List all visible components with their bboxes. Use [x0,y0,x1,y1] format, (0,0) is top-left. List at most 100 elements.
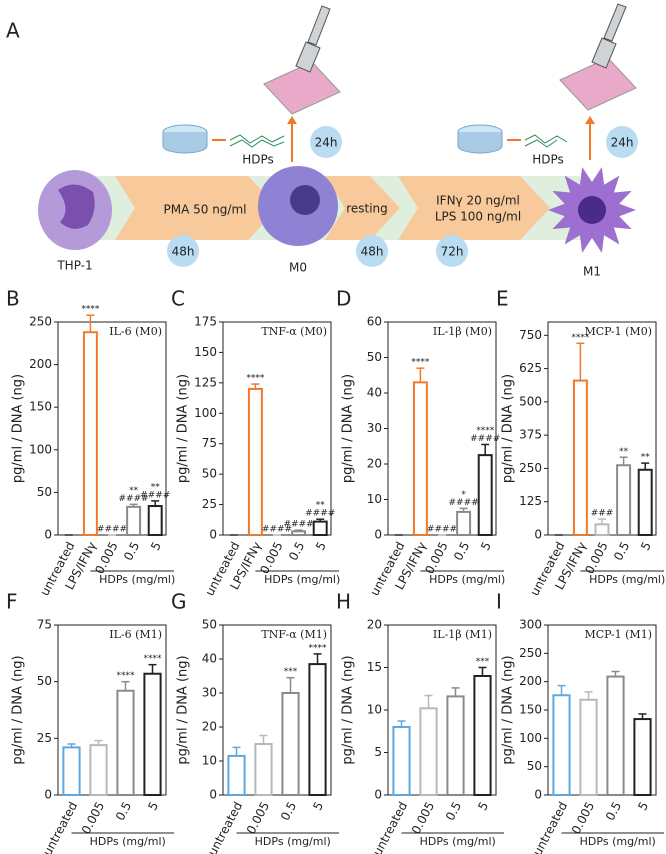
y-axis-label: pg/ml / DNA (ng) [341,655,356,764]
x-tick-label: 0.005 [569,799,597,836]
time-badge [167,235,199,267]
panel-letter: H [336,590,351,614]
treatment: HDPs [242,153,274,167]
arrow [325,176,400,240]
y-tick-label: 0 [209,788,217,802]
pipette [295,3,627,73]
y-tick-label: 50 [202,618,217,632]
y-tick-label: 0 [534,788,542,802]
y-tick-label: 150 [194,345,217,359]
bar [392,726,411,796]
y-tick-label: 50 [527,759,542,773]
group-label: HDPs (mg/ml) [255,835,331,848]
y-tick-label: 100 [194,406,217,420]
chart-title: MCP-1 (M1) [584,628,652,641]
dish [457,132,503,154]
chart-title: IL-1β (M1) [433,628,492,641]
bar [633,718,652,796]
x-tick-label: 0.5 [451,539,472,562]
x-tick-label: 0.5 [603,799,624,822]
bar [594,523,610,536]
y-tick-label: 200 [519,674,542,688]
significance: *** [284,667,298,677]
bar [82,331,98,536]
x-tick-label: 5 [475,799,491,812]
x-tick-label: 5 [635,799,651,812]
significance: #### [262,525,292,535]
bar [412,381,428,536]
y-tick-label: 10 [367,703,382,717]
arrowhead [287,116,595,124]
x-tick-label: 0.005 [244,799,272,836]
significance: **** [411,358,430,368]
y-tick-label: 100 [519,731,542,745]
cell-label: M0 [289,261,307,275]
significance: #### [449,498,479,508]
group-label: HDPs (mg/ml) [589,573,665,586]
y-tick-label: 75 [202,436,217,450]
incubation: 24h [611,136,634,150]
chart-title: TNF-α (M1) [261,628,327,641]
arrow [291,118,591,162]
bar [291,530,307,537]
arrow [115,176,278,240]
time-badge [356,235,388,267]
y-tick-label: 0 [374,788,382,802]
nucleus [578,196,606,224]
group-label: HDPs (mg/ml) [429,573,505,586]
x-tick-label: 0.5 [611,539,632,562]
y-tick-label: 30 [202,686,217,700]
panel-letter: A [6,19,20,43]
y-tick-label: 75 [37,618,52,632]
x-tick-label: 0.5 [278,799,299,822]
panel-letter: B [6,287,20,311]
significance: **** [81,305,100,315]
y-tick-label: 20 [367,618,382,632]
y-tick-label: 50 [37,674,52,688]
y-tick-label: 250 [519,646,542,660]
bar [308,663,327,796]
bar [637,468,653,536]
bar [147,505,163,537]
y-tick-label: 0 [209,528,217,542]
x-tick-label: 0.005 [409,799,437,836]
x-tick-label: 5 [148,539,164,552]
y-tick-label: 10 [367,492,382,506]
y-tick-label: 125 [519,494,542,508]
x-tick-label: 5 [313,539,329,552]
group-label: HDPs (mg/ml) [580,835,656,848]
chart-title: TNF-α (M0) [261,325,327,338]
significance: #### [470,434,500,444]
y-tick-label: 20 [367,457,382,471]
significance: #### [119,494,149,504]
y-tick-label: 40 [367,386,382,400]
panel-letter: E [496,287,509,311]
x-tick-label: 0.5 [286,539,307,562]
bar [227,754,246,797]
group-label: HDPs (mg/ml) [99,573,175,586]
panel-letter: I [496,590,502,614]
plot-frame [222,624,332,796]
y-axis-label: pg/ml / DNA (ng) [11,374,26,483]
y-tick-label: 25 [37,731,52,745]
significance: ** [619,447,629,457]
significance: **** [571,333,590,343]
time-badge [606,126,638,158]
step-label: resting [346,202,388,216]
y-tick-label: 5 [374,745,382,759]
workflow-diagram: A 48h 48h 72h 24h 24h PMA 50 ng/ml resti… [6,3,638,279]
bar [247,387,263,537]
panel-letter: C [171,287,185,311]
group-label: HDPs (mg/ml) [264,573,340,586]
significance: *** [476,657,490,667]
y-tick-label: 175 [194,315,217,329]
y-tick-label: 30 [367,421,382,435]
significance: #### [427,525,457,535]
x-tick-label: untreated [40,799,80,854]
x-tick-label: 0.5 [113,799,134,822]
y-axis-label: pg/ml / DNA (ng) [176,655,191,764]
bar [579,698,598,796]
x-tick-label: untreated [530,799,570,854]
y-tick-label: 0 [534,528,542,542]
bar [572,379,588,537]
